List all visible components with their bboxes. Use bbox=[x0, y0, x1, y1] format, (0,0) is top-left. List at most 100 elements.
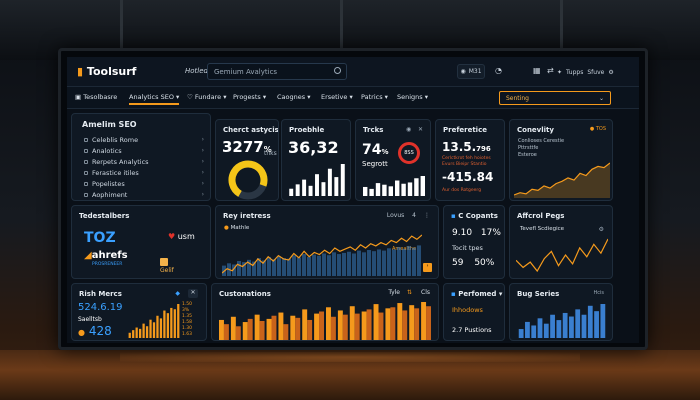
nav-item-patrics[interactable]: Patrics ▾ bbox=[361, 93, 388, 101]
chart-bar bbox=[257, 258, 261, 276]
chart-bar bbox=[252, 261, 256, 276]
chart-bar bbox=[152, 322, 156, 338]
line-chart bbox=[514, 162, 610, 198]
tab-home[interactable]: Hotled bbox=[185, 67, 208, 75]
twitter-icon: ✦ bbox=[557, 68, 563, 76]
bug-series-panel: Bug Series Hcis bbox=[509, 283, 613, 341]
brand-logo-usm: ♥ usm bbox=[168, 232, 195, 241]
share-icon[interactable]: ⇄ bbox=[547, 66, 554, 75]
chart-bar bbox=[321, 182, 326, 196]
chart-bar bbox=[354, 313, 360, 340]
sidebar-item[interactable]: Ferastice itiles bbox=[84, 169, 139, 177]
card-title-text: C Copants bbox=[458, 212, 498, 220]
checkbox-icon bbox=[84, 138, 88, 142]
chart-bar bbox=[366, 309, 372, 340]
brand-sub: PROSRENEER bbox=[92, 262, 123, 267]
nav-item-fundare[interactable]: ♡ Fundare ▾ bbox=[187, 93, 227, 101]
chart-bar bbox=[135, 327, 138, 338]
chart-bar bbox=[159, 318, 163, 338]
chart-bar bbox=[312, 254, 316, 276]
refresh-icon[interactable]: ◉ bbox=[406, 126, 412, 133]
chart-bar bbox=[327, 168, 332, 196]
axis-label: 1.30 bbox=[182, 326, 193, 331]
nav-item-senigns[interactable]: Senigns ▾ bbox=[397, 93, 429, 101]
range-select-label: Lovus bbox=[386, 212, 405, 219]
sidebar-item[interactable]: Rerpets Analytics bbox=[84, 158, 149, 166]
chart-bar bbox=[407, 182, 413, 196]
card-title: Preferetice bbox=[443, 126, 487, 134]
chart-bar bbox=[307, 319, 313, 340]
chart-bar bbox=[326, 307, 331, 340]
app-logo[interactable]: ▮ Toolsurf bbox=[77, 65, 136, 78]
more-icon[interactable]: ⋮ bbox=[424, 212, 430, 219]
chart-bar bbox=[254, 314, 260, 340]
tab-cls[interactable]: Cls bbox=[421, 289, 430, 296]
perf-line: Ihhodows bbox=[452, 306, 483, 314]
brand-logo-text: usm bbox=[177, 232, 195, 241]
chart-bar bbox=[575, 309, 581, 338]
user-menu-label-secondary: Sfuve bbox=[587, 68, 605, 76]
capacity-panel: ▪ C Copants 9.10 17% Tocit tpes 59 50% bbox=[443, 205, 505, 279]
sidebar-item-label: Analotics bbox=[92, 147, 122, 155]
nav-item-progests[interactable]: Progests ▾ bbox=[233, 93, 267, 101]
chart-bar bbox=[315, 174, 319, 196]
menu-link[interactable]: Hcis bbox=[593, 290, 604, 296]
chart-bar bbox=[385, 308, 391, 340]
chart-bar bbox=[297, 257, 301, 276]
axis-label: 1.63 bbox=[182, 332, 193, 337]
metric-value-number: 59 bbox=[452, 258, 464, 268]
ahrefs-mark-icon: ◢ bbox=[84, 250, 92, 261]
nav-item-ersetive[interactable]: Ersetive ▾ bbox=[321, 93, 353, 101]
card-title: ▪ Perfomed ▾ bbox=[451, 290, 503, 298]
chart-bar bbox=[372, 251, 376, 276]
chart-bar bbox=[388, 186, 393, 196]
metric-value-number: 9.10 bbox=[452, 228, 473, 238]
expand-icon[interactable]: › bbox=[423, 263, 432, 272]
chart-bar bbox=[128, 332, 131, 338]
sidebar-item[interactable]: Popelistes bbox=[84, 180, 125, 188]
chevron-right-icon: › bbox=[201, 147, 204, 154]
bar-chart bbox=[128, 304, 180, 338]
chart-bar bbox=[426, 306, 431, 340]
sidebar-item[interactable]: Celeblis Rome bbox=[84, 136, 138, 144]
range-select[interactable]: Lovus 4 bbox=[387, 212, 416, 219]
tab-type[interactable]: Tyle bbox=[388, 289, 400, 296]
chart-bar bbox=[290, 315, 296, 340]
nav-item-analytics-seo[interactable]: Analytics SEO ▾ bbox=[129, 93, 180, 105]
card-title-text: Perfomed bbox=[458, 290, 497, 298]
notification-icon[interactable]: ◔ bbox=[495, 66, 502, 75]
chevron-down-icon: ⌄ bbox=[598, 95, 604, 102]
status-badge-label: TOS bbox=[595, 126, 606, 132]
info-icon[interactable]: ◆ bbox=[175, 290, 180, 297]
metric-value-number: 3277 bbox=[222, 138, 264, 156]
close-icon[interactable]: ✕ bbox=[188, 289, 198, 298]
sidebar-title: Amelim SEO bbox=[82, 120, 137, 129]
chart-icon[interactable]: ▦ bbox=[533, 66, 541, 75]
settings-select[interactable]: Senting ⌄ bbox=[499, 91, 611, 105]
logo-mark-icon: ▮ bbox=[77, 65, 84, 78]
sidebar-item[interactable]: Analotics bbox=[84, 147, 122, 155]
note-line: Cerlctkrot feh hoiotes bbox=[442, 156, 491, 161]
chart-bar bbox=[587, 305, 593, 338]
card-title: Trcks bbox=[363, 126, 384, 134]
sidebar-item-label: Aophiment bbox=[92, 191, 128, 199]
chart-bar bbox=[247, 318, 253, 340]
nav-item-label: Caognes bbox=[277, 93, 306, 101]
close-icon[interactable]: ✕ bbox=[418, 126, 424, 133]
chevron-right-icon: › bbox=[201, 180, 204, 187]
user-menu[interactable]: ✦ Tupps Sfuve ⚙ bbox=[557, 64, 627, 80]
sidebar-item[interactable]: Aophiment bbox=[84, 191, 127, 199]
chevron-right-icon: › bbox=[201, 169, 204, 176]
chart-bar bbox=[163, 310, 166, 338]
chart-bar bbox=[363, 186, 368, 196]
nav-item-dashboard[interactable]: ▣ Tesolbasre bbox=[75, 93, 117, 101]
nav-item-caognes[interactable]: Caognes ▾ bbox=[277, 93, 311, 101]
chart-bar bbox=[543, 323, 549, 338]
pages-panel: Affcrol Pegs Tevefl Scdiegice ⚙ bbox=[509, 205, 613, 279]
brand-logo-text: ahrefs bbox=[91, 250, 128, 261]
search-input[interactable]: Gemium Avalytics bbox=[207, 63, 347, 80]
settings-icon[interactable]: ⚙ bbox=[598, 226, 604, 233]
sort-icon[interactable]: ⇅ bbox=[406, 289, 412, 296]
account-button[interactable]: ◉ M31 bbox=[457, 64, 485, 79]
chart-bar bbox=[149, 319, 152, 338]
